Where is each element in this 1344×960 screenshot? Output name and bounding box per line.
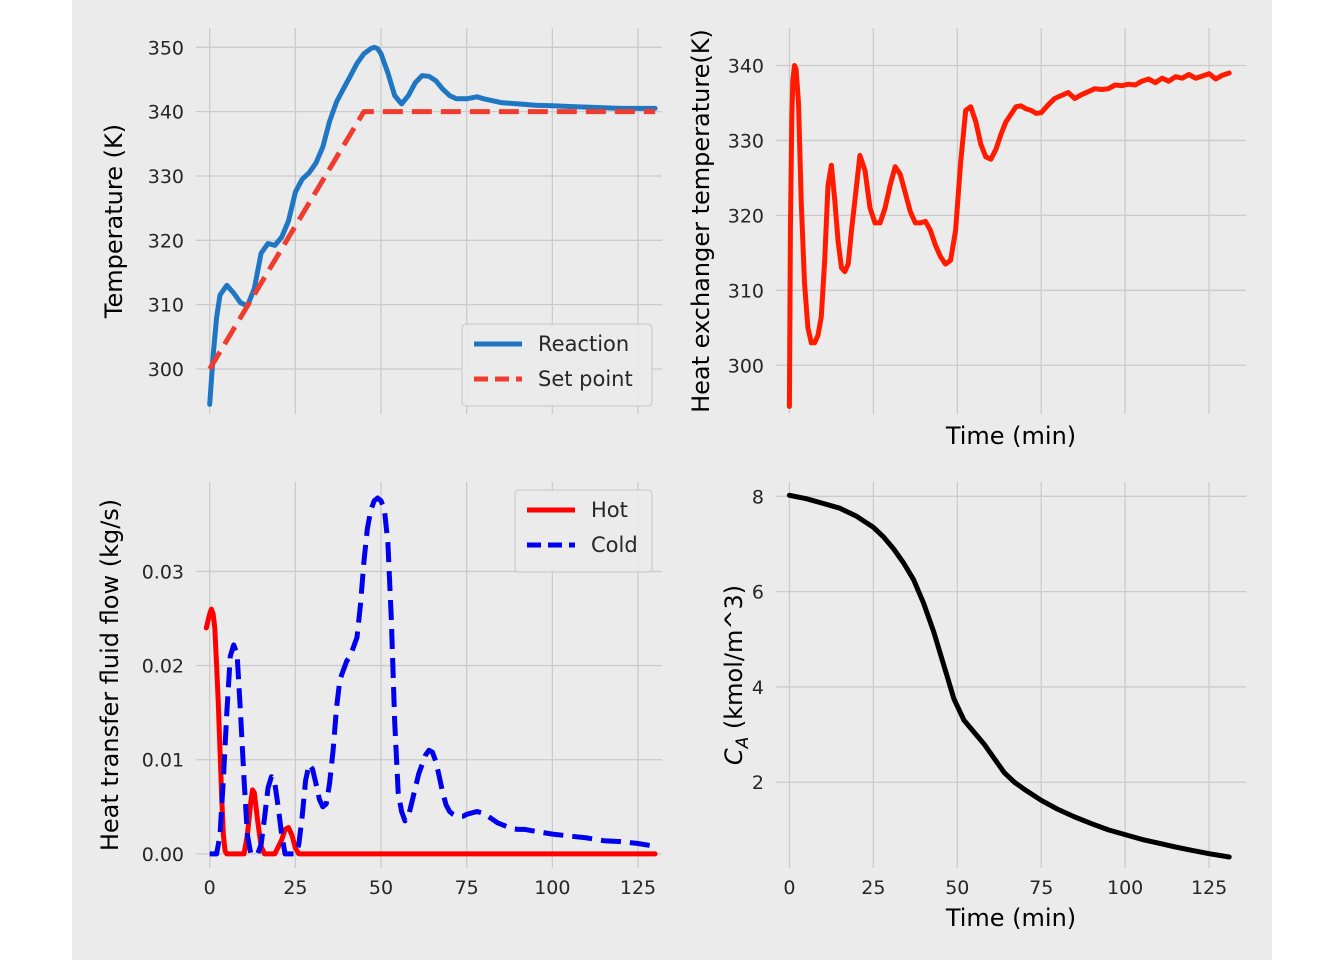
x-tick-label: 75 bbox=[1029, 877, 1053, 899]
chart-svg: 300 310 320 330 340 350 Temperature (K) Reactio… bbox=[96, 28, 1246, 932]
series-line-tr-0 bbox=[786, 63, 1232, 409]
y-tick-label: 340 bbox=[148, 102, 184, 124]
legend-label: Hot bbox=[591, 498, 628, 522]
x-tick-label: 50 bbox=[945, 877, 969, 899]
panel-br: 0 25 50 75 100 125 2 4 6 8 CA (kmol/m^3) Time (min) bbox=[720, 482, 1246, 932]
series-line-hot bbox=[203, 606, 658, 857]
y-axis-label: Heat exchanger temperature(K) bbox=[687, 29, 715, 413]
y-axis-label: CA (kmol/m^3) bbox=[720, 585, 753, 765]
x-tick-label: 50 bbox=[369, 877, 393, 899]
x-tick-label: 0 bbox=[204, 877, 216, 899]
y-tick-label: 320 bbox=[148, 230, 184, 252]
y-tick-label: 4 bbox=[752, 677, 764, 699]
panel-bl: 0 25 50 75 100 125 0.00 0.01 0.02 0.03 Heat transf… bbox=[96, 482, 662, 899]
y-axis-label: Heat transfer fluid flow (kg/s) bbox=[96, 499, 124, 851]
y-tick-label: 0.00 bbox=[142, 844, 184, 866]
x-axis-label: Time (min) bbox=[945, 904, 1076, 932]
x-tick-label: 25 bbox=[861, 877, 885, 899]
x-tick-label: 125 bbox=[1191, 877, 1227, 899]
y-tick-label: 300 bbox=[728, 355, 764, 377]
series-line-reaction bbox=[207, 44, 658, 407]
x-tick-label: 125 bbox=[620, 877, 656, 899]
series-line-set-point bbox=[207, 109, 656, 371]
y-tick-label: 330 bbox=[148, 166, 184, 188]
y-tick-label: 330 bbox=[728, 130, 764, 152]
legend: Reaction Set point bbox=[461, 323, 653, 407]
legend: Hot Cold bbox=[514, 489, 653, 573]
y-tick-label: 6 bbox=[752, 582, 764, 604]
figure: 300 310 320 330 340 350 Temperature (K) Reactio… bbox=[72, 0, 1272, 960]
legend-label: Reaction bbox=[538, 332, 629, 356]
x-tick-label: 100 bbox=[534, 877, 570, 899]
series-line-br-0 bbox=[786, 492, 1232, 860]
y-tick-label: 350 bbox=[148, 37, 184, 59]
x-tick-label: 0 bbox=[783, 877, 795, 899]
panel-tr: 300 310 320 330 340 Heat exchanger temperatur… bbox=[687, 28, 1246, 450]
x-axis-label: Time (min) bbox=[945, 422, 1076, 450]
y-tick-label: 2 bbox=[752, 772, 764, 794]
series-line-cold bbox=[209, 495, 656, 857]
y-tick-label: 310 bbox=[148, 295, 184, 317]
x-tick-label: 75 bbox=[455, 877, 479, 899]
legend-label: Set point bbox=[538, 367, 633, 391]
x-tick-label: 100 bbox=[1107, 877, 1143, 899]
y-tick-label: 300 bbox=[148, 359, 184, 381]
y-tick-label: 310 bbox=[728, 280, 764, 302]
legend-box bbox=[514, 489, 653, 573]
panel-tl: 300 310 320 330 340 350 Temperature (K) Reactio… bbox=[100, 28, 662, 414]
y-axis-label: Temperature (K) bbox=[100, 124, 128, 319]
y-tick-label: 8 bbox=[752, 486, 764, 508]
y-tick-label: 0.01 bbox=[142, 750, 184, 772]
y-tick-label: 320 bbox=[728, 205, 764, 227]
y-tick-label: 0.03 bbox=[142, 561, 184, 583]
x-tick-label: 25 bbox=[283, 877, 307, 899]
y-tick-label: 340 bbox=[728, 55, 764, 77]
y-tick-label: 0.02 bbox=[142, 656, 184, 678]
legend-label: Cold bbox=[591, 533, 638, 557]
